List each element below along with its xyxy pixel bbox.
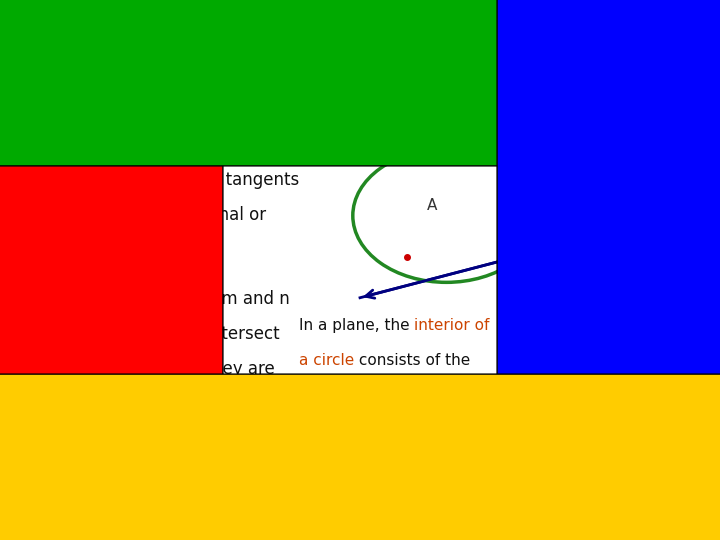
Text: tangents.: tangents.	[148, 430, 227, 448]
Text: In a plane, the: In a plane, the	[299, 318, 414, 333]
Text: common tangents: common tangents	[148, 171, 299, 189]
Text: the: the	[462, 388, 492, 403]
Text: are internal or: are internal or	[148, 206, 266, 224]
Text: circle: circle	[299, 458, 340, 473]
Text: points that are: points that are	[299, 493, 416, 508]
FancyBboxPatch shape	[0, 431, 104, 488]
FancyBboxPatch shape	[0, 293, 104, 349]
FancyBboxPatch shape	[0, 16, 104, 72]
Text: consists of the: consists of the	[340, 458, 456, 473]
Text: inside: inside	[416, 388, 462, 403]
Text: the circle.: the circle.	[299, 528, 374, 540]
Text: common external: common external	[148, 395, 294, 413]
FancyBboxPatch shape	[0, 154, 104, 211]
FancyBboxPatch shape	[0, 362, 104, 418]
FancyBboxPatch shape	[0, 85, 104, 141]
Text: circle.  The: circle. The	[299, 423, 388, 438]
Text: points that are: points that are	[299, 388, 416, 403]
Text: interior of: interior of	[414, 318, 490, 333]
Text: • Tell whether the: • Tell whether the	[126, 136, 274, 154]
Text: outside: outside	[416, 493, 472, 508]
FancyBboxPatch shape	[0, 224, 104, 280]
Text: AB, so they are: AB, so they are	[148, 360, 274, 378]
Text: do not intersect: do not intersect	[148, 325, 279, 343]
Text: A: A	[427, 198, 437, 213]
Text: consists of the: consists of the	[354, 353, 470, 368]
Text: external.: external.	[148, 241, 221, 259]
Text: tangents: tangents	[126, 95, 266, 123]
Text: a circle: a circle	[299, 353, 354, 368]
Text: exterior of a: exterior of a	[388, 423, 482, 438]
Text: Ex. 2:  Identifying common: Ex. 2: Identifying common	[126, 51, 546, 79]
Text: • The lines m and n: • The lines m and n	[126, 290, 289, 308]
Text: B: B	[614, 234, 624, 249]
